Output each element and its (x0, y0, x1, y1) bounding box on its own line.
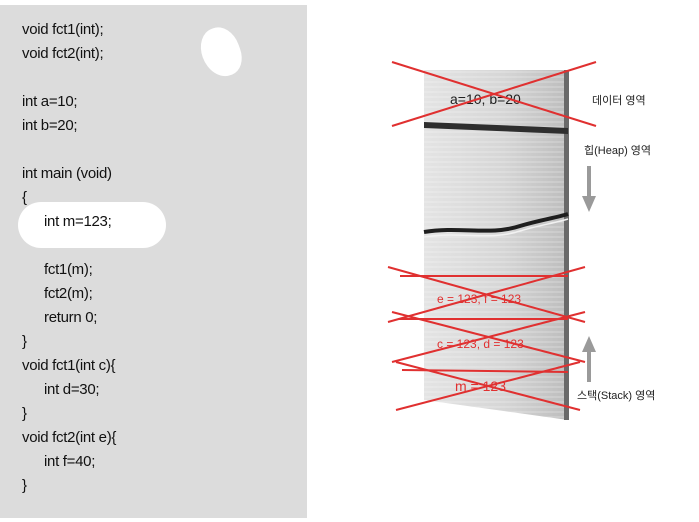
stack-frame-main: m = 123 (455, 378, 506, 394)
code-line-1: void fct1(int); (22, 21, 104, 38)
data-heap-divider (424, 122, 568, 134)
cross-marks (387, 61, 597, 411)
frame-fct1-cross (391, 311, 586, 363)
highlight-blob (18, 202, 166, 248)
code-line-18: void fct2(int e){ (22, 429, 117, 446)
frame-main-cross (395, 361, 581, 411)
code-line-12: fct2(m); (44, 285, 93, 302)
code-line-7: int main (void) (22, 165, 112, 182)
frame-fct2-cross (387, 266, 586, 323)
code-line-4: int a=10; (22, 93, 78, 110)
code-line-8: { (22, 189, 27, 206)
code-line-19: int f=40; (44, 453, 96, 470)
data-area-label: 데이터 영역 (592, 95, 646, 107)
code-panel: void fct1(int); void fct2(int); int a=10… (0, 5, 307, 518)
data-segment-cross (391, 61, 597, 127)
column-edge (564, 70, 569, 420)
heap-growth-arrow (582, 166, 596, 212)
code-line-16: int d=30; (44, 381, 100, 398)
wave-cut-line (423, 212, 569, 234)
code-line-13: return 0; (44, 309, 98, 326)
code-line-2: void fct2(int); (22, 45, 104, 62)
code-line-5: int b=20; (22, 117, 78, 134)
code-line-9: int m=123; (44, 213, 112, 230)
code-line-17: } (22, 405, 27, 422)
stack-area-label: 스택(Stack) 영역 (577, 390, 656, 402)
heap-area-label: 힙(Heap) 영역 (584, 145, 652, 157)
code-line-20: } (22, 477, 27, 494)
memory-column (423, 70, 569, 420)
code-line-14: } (22, 333, 27, 350)
code-line-15: void fct1(int c){ (22, 357, 116, 374)
code-line-11: fct1(m); (44, 261, 93, 278)
stack-growth-arrow (582, 336, 596, 382)
